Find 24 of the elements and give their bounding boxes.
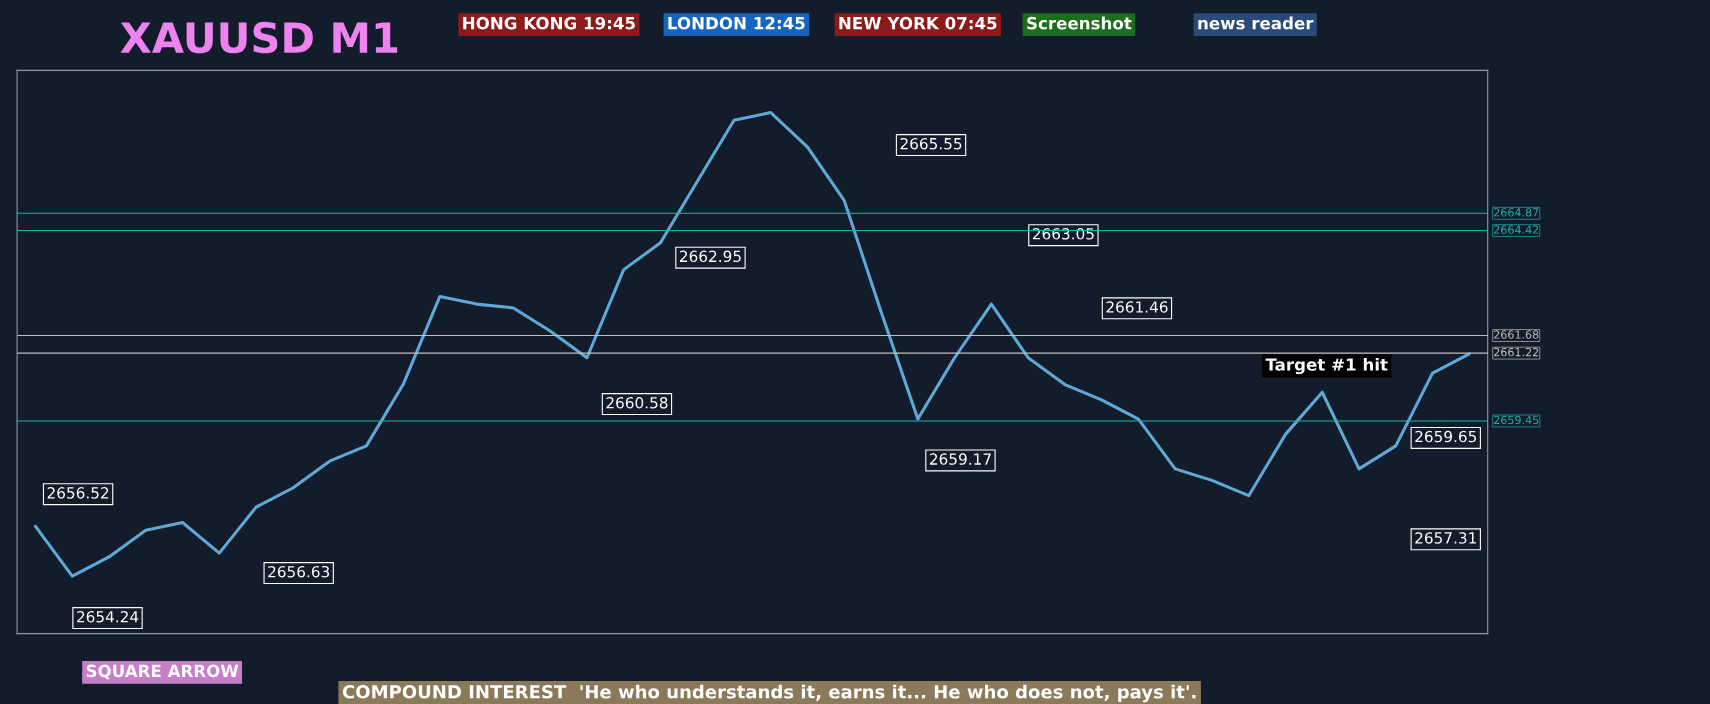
annotation: 2654.24 — [77, 611, 139, 623]
annotation: 2656.52 — [47, 487, 109, 499]
ref-line-label: 2659.45 — [1494, 415, 1539, 425]
text: SQUARE ARROW — [86, 664, 239, 680]
annotation: 2657.31 — [1415, 532, 1476, 544]
text: HONG KONG 19:45 — [463, 16, 635, 30]
annotation: Target #1 hit — [1265, 357, 1388, 375]
text: NEW YORK 07:45 — [839, 16, 997, 30]
ref-line-label: 2664.42 — [1494, 225, 1539, 234]
annotation: 2656.63 — [268, 565, 330, 578]
annotation: 2660.58 — [606, 396, 668, 409]
text: news reader — [1198, 16, 1314, 30]
text: COMPOUND INTEREST 'He who understands it, earns it... He who does not, pays it'. — [342, 684, 1196, 703]
ref-line-label: 2661.68 — [1494, 330, 1539, 339]
annotation: 2665.55 — [900, 137, 962, 150]
text: Screenshot — [1027, 16, 1132, 30]
annotation: 2662.95 — [679, 250, 741, 263]
chart-title: XAUUSD M1 — [120, 21, 398, 54]
annotation: 2659.65 — [1415, 430, 1477, 443]
annotation: 2659.17 — [929, 453, 991, 465]
ref-line-label: 2661.22 — [1494, 347, 1539, 357]
text: LONDON 12:45 — [668, 16, 805, 30]
annotation: 2661.46 — [1106, 301, 1168, 313]
ref-line-label: 2664.87 — [1494, 208, 1539, 217]
